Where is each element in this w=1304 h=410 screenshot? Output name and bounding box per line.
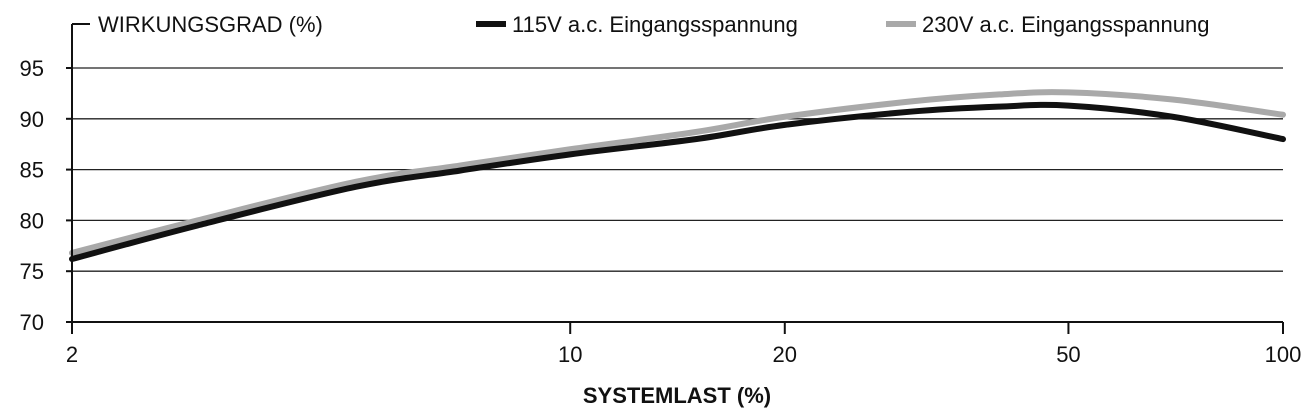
x-tick-label-10: 10 xyxy=(558,342,582,367)
grid-lines xyxy=(72,67,1283,272)
y-tick-label-95: 95 xyxy=(20,56,44,81)
y-tick-label-90: 90 xyxy=(20,107,44,132)
x-tick-label-20: 20 xyxy=(773,342,797,367)
x-tick-label-100: 100 xyxy=(1265,342,1302,367)
x-tick-label-50: 50 xyxy=(1056,342,1080,367)
y-tick-label-85: 85 xyxy=(20,158,44,183)
x-axis-title: SYSTEMLAST (%) xyxy=(583,383,771,408)
series-line-230v xyxy=(69,89,1286,256)
legend-label-115v: 115V a.c. Eingangsspannung xyxy=(512,12,798,37)
tick-labels: 70 75 80 85 90 95 2 10 20 50 100 xyxy=(20,56,1302,367)
y-tick-label-75: 75 xyxy=(20,259,44,284)
series-line-115v xyxy=(69,101,1286,263)
legend: 115V a.c. Eingangsspannung 230V a.c. Ein… xyxy=(476,12,1209,37)
y-tick-label-80: 80 xyxy=(20,208,44,233)
y-axis-title: WIRKUNGSGRAD (%) xyxy=(98,12,323,37)
legend-label-230v: 230V a.c. Eingangsspannung xyxy=(922,12,1209,37)
series-lines xyxy=(69,89,1286,263)
x-tick-label-2: 2 xyxy=(66,342,78,367)
y-tick-label-70: 70 xyxy=(20,310,44,335)
axes xyxy=(71,23,1283,323)
